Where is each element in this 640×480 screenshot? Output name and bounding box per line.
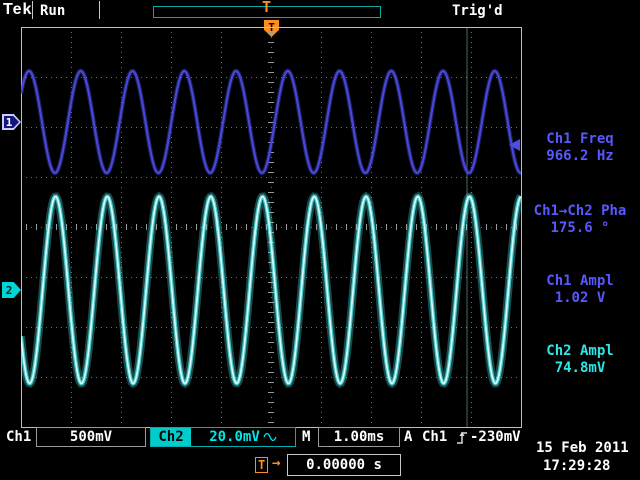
measurement-value: 966.2 Hz <box>546 148 614 164</box>
waveform-display <box>21 27 522 428</box>
ch2-label: Ch2 <box>151 428 191 446</box>
divider <box>99 1 100 19</box>
measurement-ch2-ampl: Ch2 Ampl 74.8mV <box>524 343 636 377</box>
measurement-label: Ch1 Ampl <box>546 273 614 289</box>
tek-logo: Tek <box>3 1 33 18</box>
measurement-value: 1.02 V <box>554 290 606 306</box>
ch2-position-marker[interactable]: 2 <box>2 282 21 298</box>
ch2-marker-label: 2 <box>5 283 13 297</box>
trigger-time-readout: 0.00000 s <box>287 454 401 476</box>
acquisition-status: Run <box>40 3 66 19</box>
measurement-label: Ch2 Ampl <box>546 343 614 359</box>
measurement-phase: Ch1→Ch2 Pha 175.6 ° <box>524 203 636 237</box>
rising-edge-icon <box>457 431 467 444</box>
trigger-line-label: A <box>404 429 413 445</box>
time-display: 17:29:28 <box>543 458 611 474</box>
trigger-source: Ch1 <box>422 429 448 445</box>
ch1-marker-fill <box>4 116 19 128</box>
ch2-scale-value: 20.0mV <box>209 429 260 445</box>
date-display: 15 Feb 2011 <box>536 440 629 456</box>
ch1-marker-label: 1 <box>5 115 13 129</box>
trigger-position-indicator: T <box>262 0 272 16</box>
measurement-ch1-ampl: Ch1 Ampl 1.02 V <box>524 273 636 307</box>
record-view-bar[interactable] <box>153 6 381 18</box>
trigger-level-arrow-icon[interactable] <box>509 139 520 151</box>
timebase-label: M <box>302 429 311 445</box>
divider <box>32 1 33 19</box>
sine-wave-icon <box>263 432 277 442</box>
trigger-time-indicator: T <box>255 457 269 473</box>
ch1-position-marker[interactable]: 1 <box>2 114 21 130</box>
ch1-label: Ch1 <box>6 429 32 445</box>
measurement-label: Ch1 Freq <box>546 131 614 147</box>
ch2-scale: 20.0mV <box>191 428 295 446</box>
measurement-value: 74.8mV <box>554 360 606 376</box>
ch1-scale: 500mV <box>36 427 146 447</box>
right-arrow-icon: → <box>272 455 281 471</box>
measurement-value: 175.6 ° <box>550 220 610 236</box>
trigger-status: Trig'd <box>452 3 503 19</box>
measurement-ch1-freq: Ch1 Freq 966.2 Hz <box>524 131 636 165</box>
measurement-label: Ch1→Ch2 Pha <box>533 203 627 219</box>
ch2-readout: Ch2 20.0mV <box>150 427 296 447</box>
timebase-value: 1.00ms <box>318 427 400 447</box>
trigger-level-value: -230mV <box>470 429 521 445</box>
